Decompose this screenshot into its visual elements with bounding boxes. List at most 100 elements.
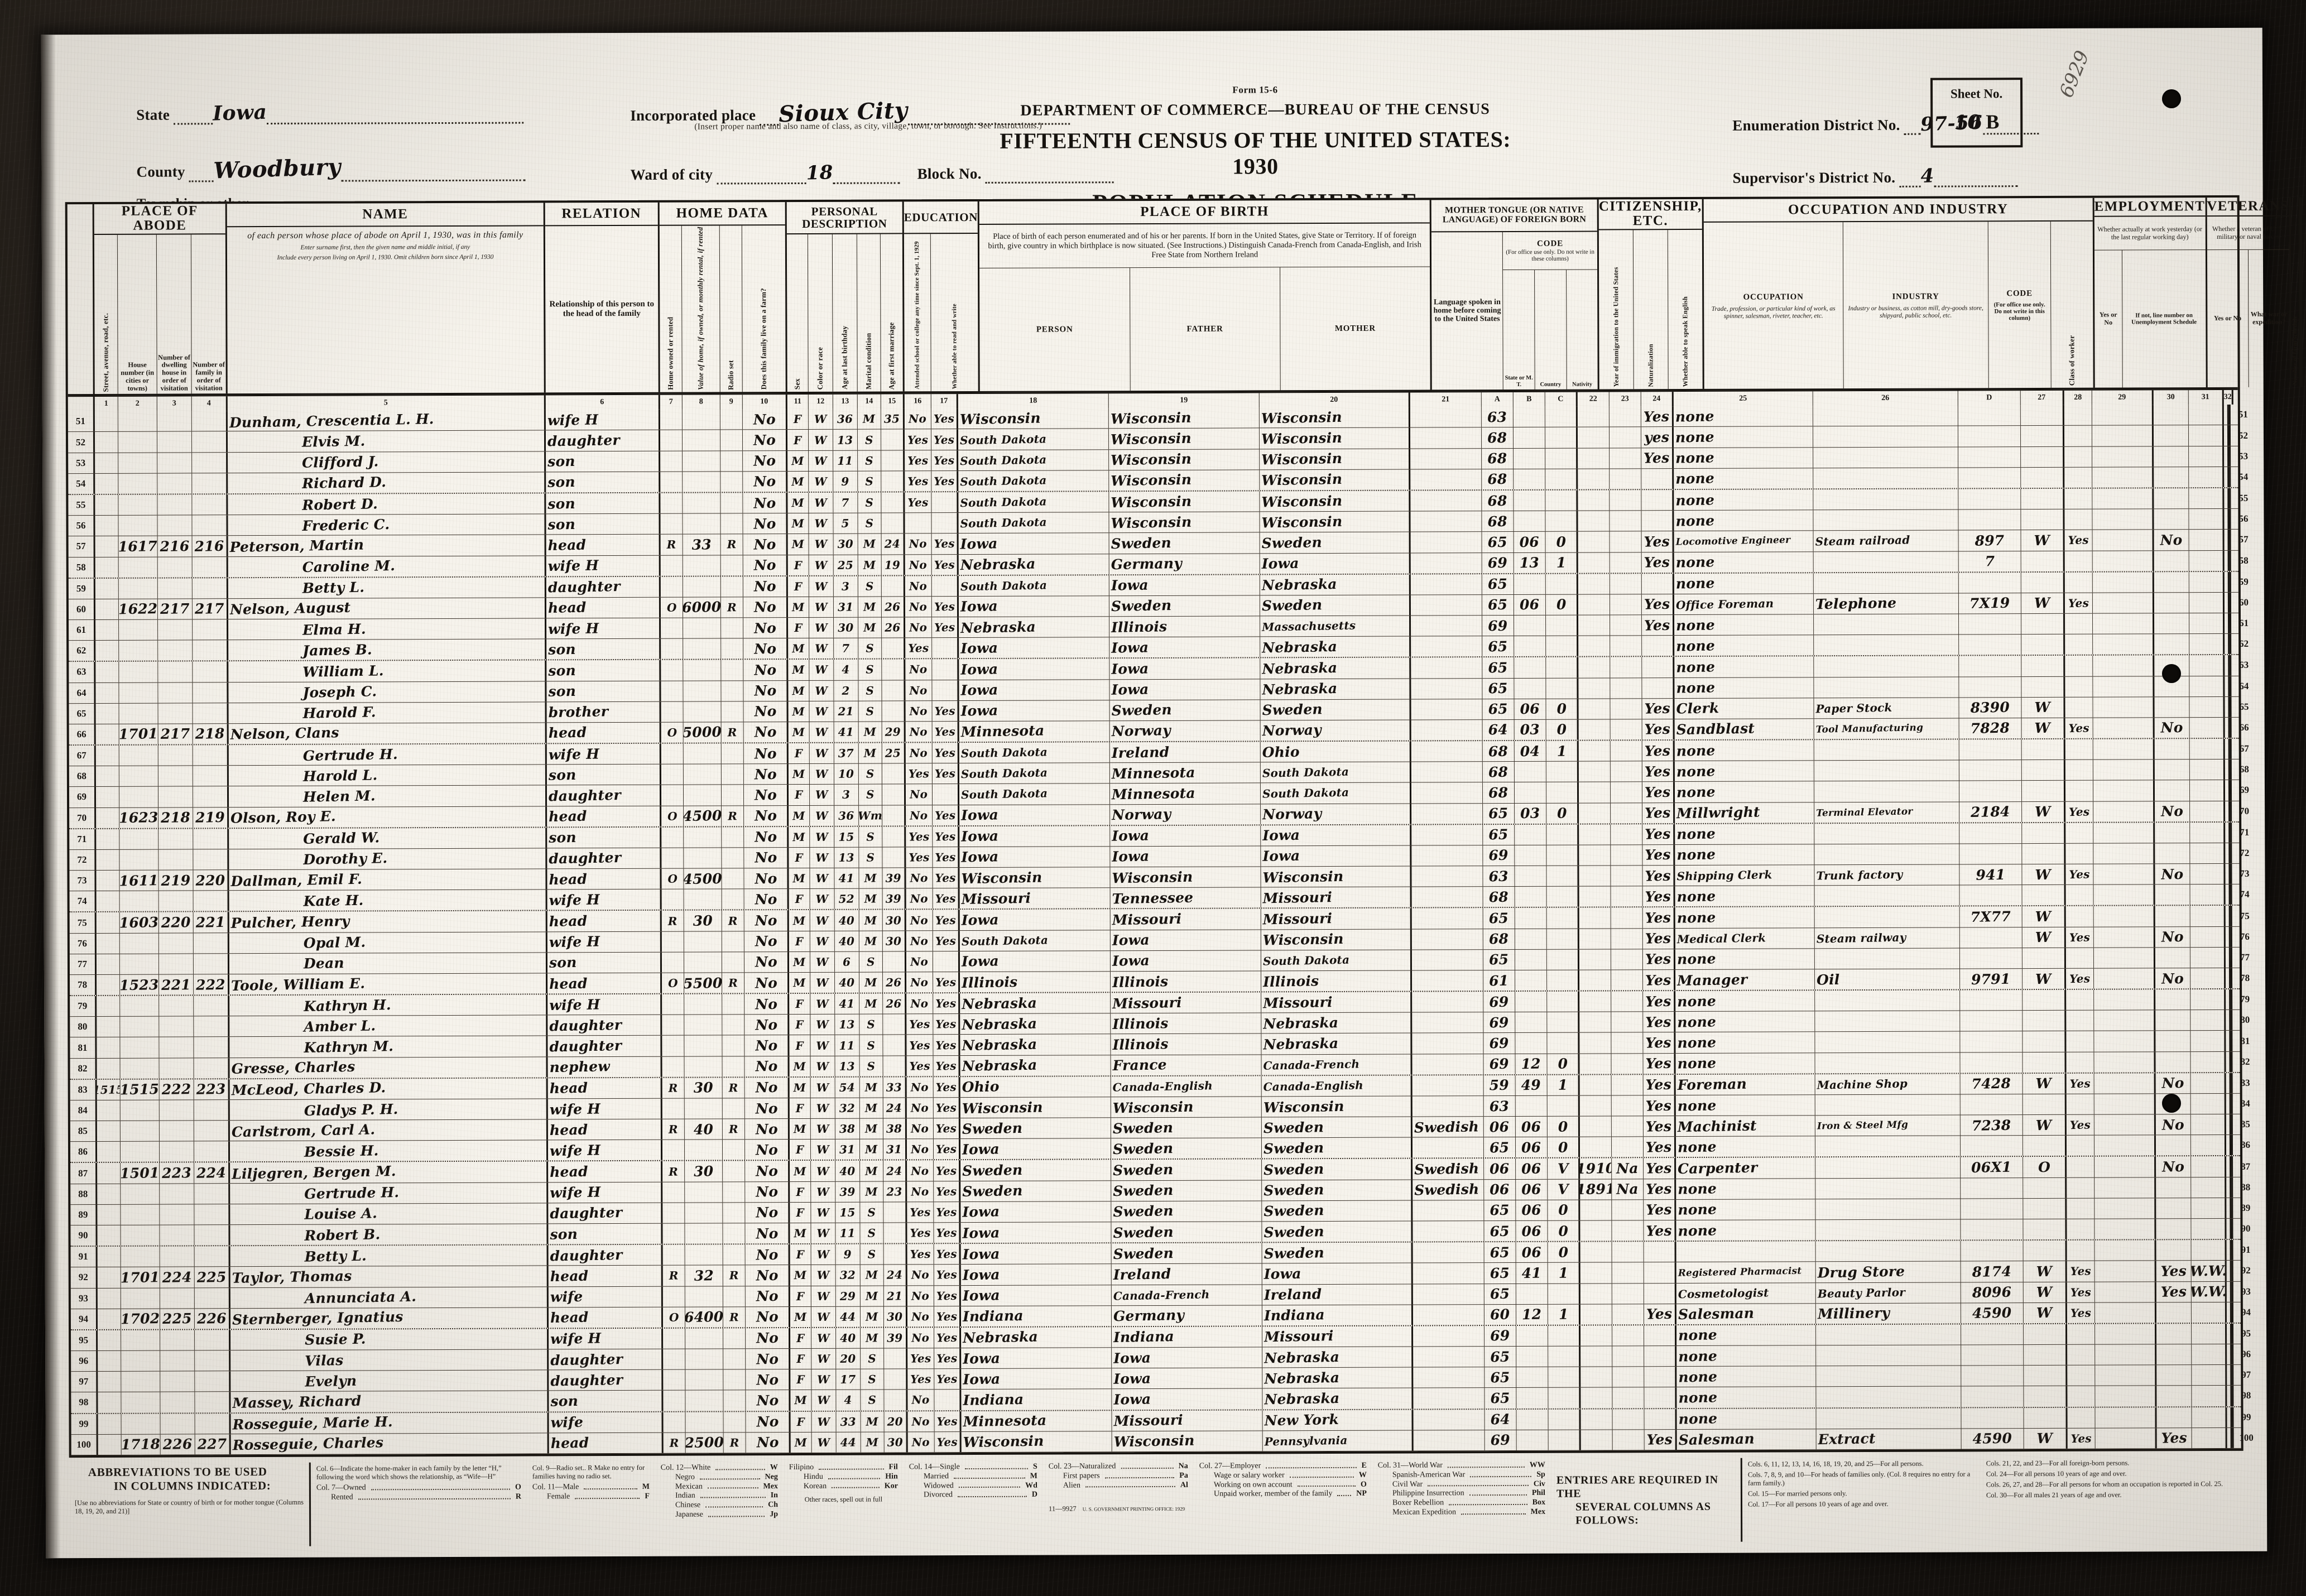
cell-b: 13	[1514, 552, 1546, 573]
cell-pob: Illinois	[960, 972, 1111, 993]
cell-value: No	[909, 704, 928, 718]
cell-pob: Missouri	[959, 888, 1111, 909]
cell-fam	[193, 766, 229, 786]
cell-ind: Drug Store	[1815, 1261, 1961, 1282]
cell-rel: son	[549, 1391, 664, 1411]
cell-age: 11	[835, 1035, 860, 1056]
cell-rw	[932, 680, 959, 700]
cell-value: 40	[838, 913, 855, 927]
cell-cls: W	[2022, 1073, 2067, 1094]
line-number-left: 95	[71, 1330, 98, 1351]
cell-ind: Oil	[1814, 969, 1961, 990]
cell-unemp	[2094, 1051, 2156, 1073]
cell-occ: none	[1676, 1387, 1817, 1408]
colnum-2: 2	[118, 396, 157, 412]
cell-pob: South Dakota	[958, 492, 1109, 513]
col11-value: M	[642, 1482, 650, 1491]
cell-age: 21	[834, 701, 859, 722]
cell-ind: Terminal Elevator	[1814, 802, 1960, 823]
cell-value: Shipping Clerk	[1676, 868, 1772, 883]
cell-val	[683, 472, 721, 492]
cell-rel: head	[547, 911, 662, 932]
cell-name: Gertrude H.	[228, 744, 547, 766]
cell-value: 223	[196, 1081, 226, 1098]
cell-dwell	[159, 1058, 194, 1079]
cell-age: 31	[835, 1139, 861, 1160]
cell-eng: Yes	[1642, 866, 1675, 886]
cell-radio	[722, 1098, 745, 1119]
cell-value: S	[867, 1205, 876, 1219]
cell-cd	[1959, 676, 2022, 698]
colnum-20: 20	[1259, 392, 1410, 408]
cell-ind	[1814, 781, 1960, 802]
colnum-A: A	[1481, 392, 1514, 407]
cell-value: Yes	[935, 1017, 957, 1031]
cell-value: Yes	[1644, 596, 1670, 613]
cell-value: Yes	[1644, 700, 1671, 717]
cell-value: Wisconsin	[1261, 513, 1343, 531]
cell-pob: Wisconsin	[959, 867, 1111, 888]
cell-value: No	[910, 975, 929, 989]
cell-value: Sweden	[1261, 534, 1323, 552]
cell-street	[97, 1142, 121, 1162]
cell-fam: 216	[192, 536, 228, 556]
cell-own	[662, 994, 685, 1015]
cell-value: No	[756, 1309, 779, 1325]
cell-race: W	[811, 1223, 836, 1244]
cell-moth: Indiana	[1262, 1305, 1413, 1326]
cell-c	[1545, 427, 1578, 448]
cell-value: W	[815, 788, 829, 802]
cell-sex: M	[788, 680, 810, 701]
cell-value: M	[791, 537, 805, 551]
cell-value: 68	[1487, 492, 1508, 509]
state-label: State	[136, 106, 170, 123]
cell-agem: 25	[882, 743, 906, 763]
cell-value: Yes	[2160, 1283, 2187, 1300]
cell-moth: Ohio	[1260, 741, 1411, 762]
cell-own	[662, 1286, 685, 1307]
cell-a: 63	[1483, 1095, 1516, 1117]
cell-value: Wisconsin	[1262, 868, 1344, 886]
cell-sex: F	[787, 555, 809, 575]
cell-a: 65	[1485, 1346, 1517, 1367]
cell-unemp	[2094, 1135, 2156, 1156]
cell-nat	[1611, 949, 1643, 970]
cell-lang	[1411, 616, 1483, 636]
cell-pob: Iowa	[960, 1285, 1112, 1306]
cell-house	[119, 933, 159, 954]
cell-fam	[193, 640, 229, 661]
cell-pob: Iowa	[959, 700, 1110, 721]
cell-street	[94, 432, 119, 453]
cell-value: M	[864, 1080, 878, 1094]
cell-value: none	[1675, 512, 1715, 530]
col12-item: Japanese Jp	[661, 1510, 778, 1520]
cell-nat	[1612, 1283, 1644, 1304]
cell-cd: 941	[1959, 864, 2022, 885]
cell-farm: No	[744, 931, 789, 952]
cell-cd	[1960, 1094, 2023, 1115]
cell-value: Wisconsin	[959, 410, 1041, 428]
cell-occ: none	[1674, 551, 1814, 573]
cell-value: Sweden	[962, 1161, 1023, 1179]
cell-value: 23	[886, 1184, 903, 1199]
cell-unemp	[2094, 1302, 2156, 1323]
cell-value: 7428	[1971, 1075, 2011, 1093]
cell-value: 0	[1556, 533, 1567, 550]
cell-b	[1515, 991, 1548, 1012]
cell-c: 0	[1547, 1054, 1580, 1074]
line-number-right: 95	[2231, 1323, 2259, 1344]
cell-agem: 24	[883, 1265, 907, 1286]
cell-value: 218	[160, 809, 191, 826]
cell-street: 1515	[97, 1079, 121, 1100]
line-number-left: 64	[69, 682, 96, 703]
cell-war	[2189, 634, 2225, 655]
cell-value: Yes	[934, 767, 956, 781]
cell-value: none	[1676, 679, 1716, 696]
cell-mar: S	[858, 471, 882, 492]
cell-agem: 39	[884, 1328, 908, 1348]
cell-value: W	[815, 934, 829, 948]
cell-farm: No	[744, 1140, 790, 1160]
cell-war	[2190, 968, 2226, 989]
cell-value: 222	[161, 1081, 191, 1098]
cell-cls	[2022, 948, 2066, 969]
